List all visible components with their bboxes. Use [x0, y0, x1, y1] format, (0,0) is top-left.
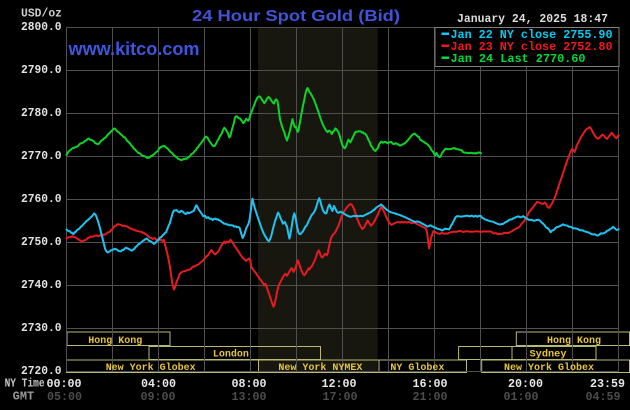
svg-text:Hong Kong: Hong Kong: [547, 336, 601, 347]
svg-text:2740.0: 2740.0: [21, 279, 62, 292]
svg-text:2760.0: 2760.0: [21, 193, 62, 206]
svg-text:04:00: 04:00: [141, 378, 176, 391]
svg-text:04:59: 04:59: [586, 391, 621, 404]
svg-text:16:00: 16:00: [413, 378, 448, 391]
svg-text:Jan 23 NY close 2752.80: Jan 23 NY close 2752.80: [451, 41, 613, 54]
svg-text:Jan 22 NY close 2755.90: Jan 22 NY close 2755.90: [451, 29, 613, 42]
svg-text:Hong Kong: Hong Kong: [88, 336, 142, 347]
svg-text:USD/oz: USD/oz: [21, 8, 62, 21]
svg-text:www.kitco.com: www.kitco.com: [67, 39, 199, 59]
svg-text:2800.0: 2800.0: [21, 21, 62, 34]
svg-text:2790.0: 2790.0: [21, 64, 62, 77]
svg-text:New York Globex: New York Globex: [504, 362, 594, 374]
svg-text:24 Hour Spot Gold (Bid): 24 Hour Spot Gold (Bid): [192, 8, 400, 25]
svg-text:London: London: [213, 349, 249, 361]
svg-text:2770.0: 2770.0: [21, 150, 62, 163]
svg-text:January 24, 2025 18:47: January 24, 2025 18:47: [457, 13, 608, 26]
svg-text:New York Globex: New York Globex: [106, 362, 196, 374]
svg-text:NY Time: NY Time: [5, 378, 45, 391]
svg-text:2730.0: 2730.0: [21, 322, 62, 335]
svg-text:13:00: 13:00: [232, 391, 267, 404]
svg-text:23:59: 23:59: [590, 378, 625, 391]
svg-text:17:00: 17:00: [323, 391, 358, 404]
svg-text:GMT: GMT: [13, 391, 35, 404]
svg-text:21:00: 21:00: [413, 391, 448, 404]
svg-text:NY Globex: NY Globex: [390, 362, 444, 374]
svg-text:Jan 24 Last 2770.60: Jan 24 Last 2770.60: [451, 53, 586, 66]
svg-text:20:00: 20:00: [508, 378, 543, 391]
svg-text:01:00: 01:00: [504, 391, 539, 404]
svg-text:05:00: 05:00: [47, 391, 82, 404]
svg-text:Sydney: Sydney: [530, 349, 567, 361]
svg-text:08:00: 08:00: [232, 378, 267, 391]
svg-text:12:00: 12:00: [322, 378, 357, 391]
svg-text:2780.0: 2780.0: [21, 107, 62, 120]
svg-text:00:00: 00:00: [47, 378, 82, 391]
svg-text:09:00: 09:00: [141, 391, 176, 404]
svg-text:New York NYMEX: New York NYMEX: [278, 362, 362, 374]
svg-text:2750.0: 2750.0: [21, 236, 62, 249]
svg-text:2720.0: 2720.0: [21, 365, 62, 378]
